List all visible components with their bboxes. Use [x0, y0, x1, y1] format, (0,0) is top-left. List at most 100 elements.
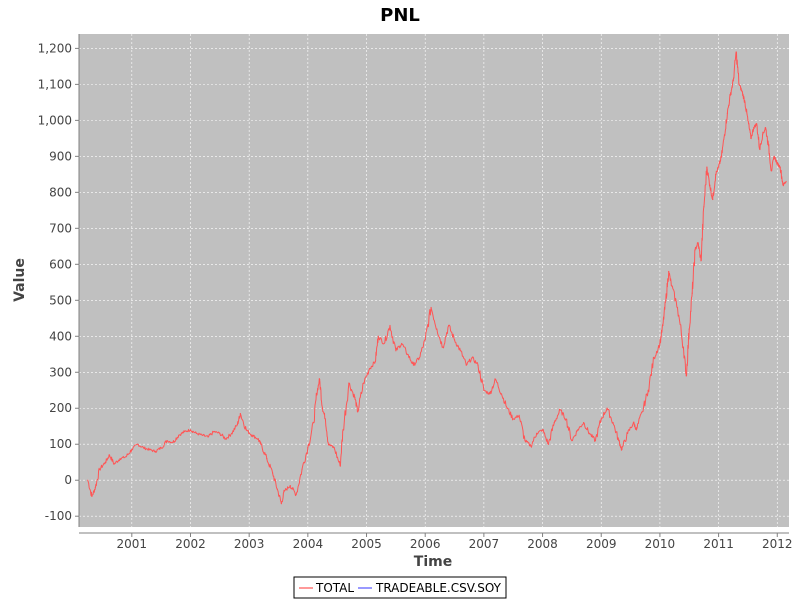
data-point [301, 468, 303, 470]
data-point [767, 145, 770, 147]
data-point [251, 434, 253, 436]
data-point [703, 206, 705, 208]
y-tick-label: 700 [49, 221, 72, 235]
y-axis-title: Value [12, 258, 28, 302]
data-point [333, 447, 335, 449]
data-point [600, 418, 602, 420]
data-point [207, 436, 209, 438]
data-point [189, 429, 192, 431]
data-point [142, 447, 145, 449]
data-point [718, 166, 720, 168]
data-point [621, 449, 623, 451]
data-point [653, 357, 655, 359]
x-tick-label: 2001 [117, 537, 148, 551]
data-point [377, 335, 379, 337]
x-tick-label: 2012 [762, 537, 793, 551]
data-point [706, 166, 708, 168]
data-point [512, 418, 514, 420]
data-point [148, 449, 150, 451]
data-point [495, 378, 497, 381]
data-point [283, 490, 285, 492]
x-tick-label: 2011 [703, 537, 734, 551]
data-point [762, 134, 764, 136]
data-point [389, 324, 391, 327]
data-point [412, 364, 415, 366]
data-point [324, 418, 326, 420]
x-tick-label: 2009 [586, 537, 617, 551]
data-point [753, 127, 755, 129]
data-point [726, 112, 729, 114]
data-point [401, 342, 403, 345]
data-point [374, 360, 376, 363]
data-point [418, 357, 420, 359]
data-point [682, 346, 685, 348]
data-point [125, 456, 127, 458]
y-tick-label: -100 [45, 509, 72, 523]
data-point [738, 83, 740, 85]
legend-label-total: TOTAL [315, 581, 354, 595]
legend-label-tradeable: TRADEABLE.CSV.SOY [375, 581, 502, 595]
data-point [442, 346, 444, 348]
series-layer [87, 51, 787, 505]
data-point [750, 137, 752, 139]
data-point [266, 458, 268, 460]
data-point [688, 328, 690, 330]
data-point [295, 494, 297, 496]
data-point [756, 123, 758, 125]
y-axis-ticks: -100 0 100 200 300 400 500 600 700 800 900 1,000 1,1… [38, 41, 79, 523]
data-point [483, 389, 485, 391]
data-point [319, 378, 321, 381]
data-point [770, 170, 773, 172]
data-point [260, 443, 262, 445]
data-point [571, 440, 573, 442]
data-point [542, 429, 544, 431]
data-point [732, 80, 734, 82]
data-point [108, 454, 111, 456]
data-point [618, 440, 620, 442]
data-point [94, 486, 96, 488]
data-point [113, 463, 115, 465]
data-point [779, 166, 781, 168]
legend-box [293, 576, 507, 599]
x-tick-label: 2008 [527, 537, 558, 551]
data-point [363, 382, 365, 384]
data-point [773, 155, 775, 157]
data-point [184, 431, 186, 433]
data-point [676, 306, 679, 309]
data-point [744, 101, 746, 103]
data-point [500, 393, 503, 395]
x-tick-label: 2004 [293, 537, 324, 551]
data-point [662, 324, 664, 327]
data-point [720, 155, 723, 157]
data-point [627, 432, 629, 434]
y-tick-label: 100 [49, 437, 72, 451]
plot-area [79, 34, 789, 527]
data-point [166, 440, 168, 442]
data-point [583, 422, 585, 424]
y-tick-label: 1,000 [38, 113, 72, 127]
data-point [119, 458, 121, 460]
data-point [395, 350, 397, 352]
data-point [668, 270, 670, 273]
data-point [424, 339, 426, 341]
data-point [327, 443, 329, 445]
data-point [137, 443, 139, 445]
data-point [321, 407, 324, 409]
data-point [588, 432, 591, 434]
data-point [659, 342, 661, 345]
data-point [368, 368, 371, 370]
data-point [477, 364, 479, 366]
data-point [635, 429, 638, 431]
data-point [697, 242, 699, 244]
data-point [430, 306, 432, 309]
data-point [87, 479, 89, 481]
x-tick-label: 2007 [469, 537, 500, 551]
data-point [759, 148, 761, 150]
x-axis-title: Time [414, 554, 452, 570]
legend: TOTAL TRADEABLE.CSV.SOY [293, 576, 507, 599]
data-point [782, 184, 784, 186]
data-point [577, 429, 579, 431]
y-tick-label: 0 [64, 473, 72, 487]
data-point [453, 339, 456, 341]
